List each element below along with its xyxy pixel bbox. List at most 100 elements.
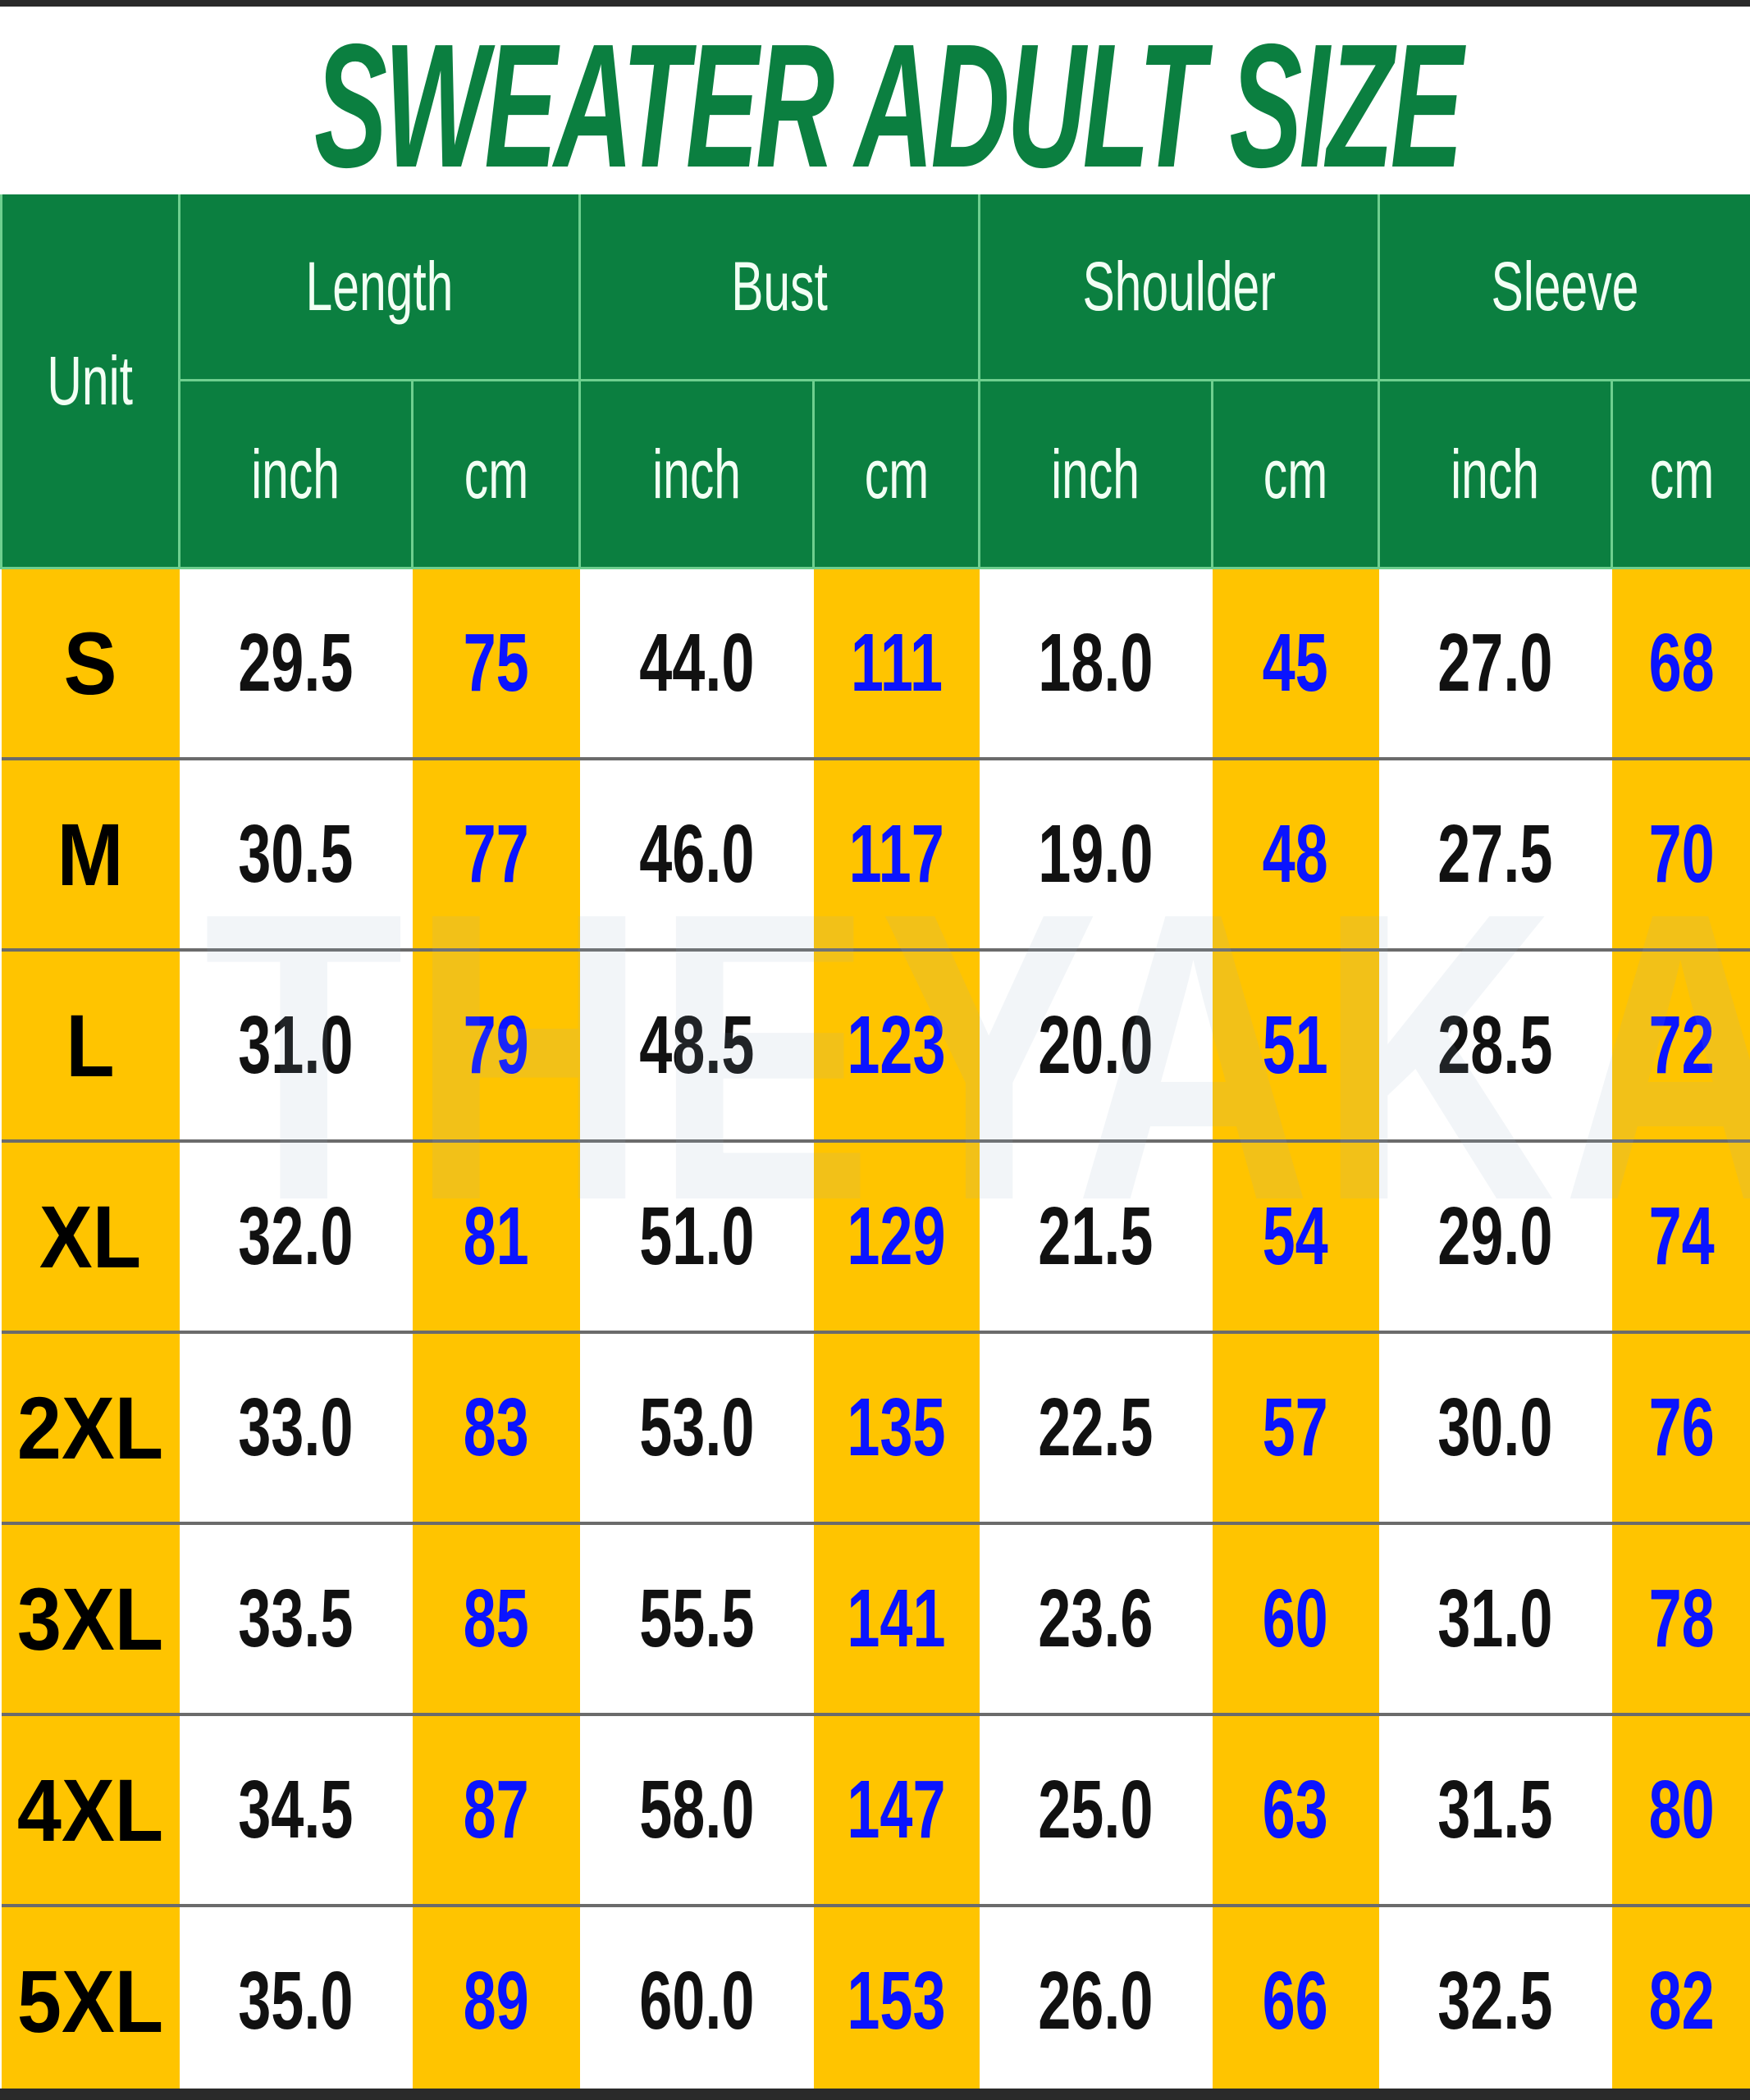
inch-value-cell: 35.0 xyxy=(179,1906,413,2098)
cm-value-cell: 147 xyxy=(813,1714,980,1907)
inch-value-cell: 30.5 xyxy=(179,759,413,952)
cm-value-cell: 48 xyxy=(1212,759,1379,952)
top-border xyxy=(0,0,1750,7)
cm-value-cell: 135 xyxy=(813,1332,980,1525)
size-cell: 4XL xyxy=(1,1714,180,1907)
table-row: 4XL 34.5 87 58.0 147 25.0 63 31.5 80 xyxy=(1,1714,1750,1907)
cm-value-cell: 57 xyxy=(1212,1332,1379,1525)
header-row-units: inch cm inch cm inch cm inch cm xyxy=(2,380,1750,569)
inch-value-cell: 26.0 xyxy=(979,1906,1213,2098)
header-shoulder: Shoulder xyxy=(978,194,1381,381)
cm-value-cell: 54 xyxy=(1212,1141,1379,1334)
header-cm: cm xyxy=(1211,380,1381,569)
cm-value-cell: 70 xyxy=(1611,759,1750,952)
cm-value-cell: 117 xyxy=(813,759,980,952)
table-row: M 30.5 77 46.0 117 19.0 48 27.5 70 xyxy=(1,759,1750,952)
inch-value-cell: 25.0 xyxy=(979,1714,1213,1907)
cm-value-cell: 80 xyxy=(1611,1714,1750,1907)
inch-value-cell: 55.5 xyxy=(579,1523,814,1716)
inch-value-cell: 60.0 xyxy=(579,1906,814,2098)
inch-value-cell: 18.0 xyxy=(979,568,1213,760)
cm-value-cell: 75 xyxy=(412,568,580,760)
inch-value-cell: 20.0 xyxy=(979,950,1213,1143)
cm-value-cell: 89 xyxy=(412,1906,580,2098)
size-cell: 2XL xyxy=(1,1332,180,1525)
header-inch: inch xyxy=(978,380,1214,569)
bottom-border xyxy=(0,2089,1750,2100)
cm-value-cell: 60 xyxy=(1212,1523,1379,1716)
inch-value-cell: 29.5 xyxy=(179,568,413,760)
table-row: 3XL 33.5 85 55.5 141 23.6 60 31.0 78 xyxy=(1,1523,1750,1716)
cm-value-cell: 76 xyxy=(1611,1332,1750,1525)
cm-value-cell: 79 xyxy=(412,950,580,1143)
table-row: L 31.0 79 48.5 123 20.0 51 28.5 72 xyxy=(1,950,1750,1143)
inch-value-cell: 58.0 xyxy=(579,1714,814,1907)
cm-value-cell: 74 xyxy=(1611,1141,1750,1334)
cm-value-cell: 129 xyxy=(813,1141,980,1334)
cm-value-cell: 51 xyxy=(1212,950,1379,1143)
header-row-groups: Unit Length Bust Shoulder Sleeve xyxy=(0,194,1750,569)
size-cell: 5XL xyxy=(1,1906,180,2098)
cm-value-cell: 72 xyxy=(1611,950,1750,1143)
cm-value-cell: 153 xyxy=(813,1906,980,2098)
size-cell: M xyxy=(1,759,180,952)
inch-value-cell: 53.0 xyxy=(579,1332,814,1525)
header-inch: inch xyxy=(578,380,816,569)
cm-value-cell: 141 xyxy=(813,1523,980,1716)
inch-value-cell: 31.0 xyxy=(179,950,413,1143)
inch-value-cell: 19.0 xyxy=(979,759,1213,952)
chart-title: SWEATER ADULT SIZE xyxy=(0,0,1750,204)
inch-value-cell: 21.5 xyxy=(979,1141,1213,1334)
cm-value-cell: 78 xyxy=(1611,1523,1750,1716)
header-cm: cm xyxy=(410,380,582,569)
header-cm: cm xyxy=(812,380,981,569)
inch-value-cell: 30.0 xyxy=(1378,1332,1612,1525)
cm-value-cell: 81 xyxy=(412,1141,580,1334)
size-cell: S xyxy=(1,568,180,760)
inch-value-cell: 34.5 xyxy=(179,1714,413,1907)
inch-value-cell: 27.0 xyxy=(1378,568,1612,760)
header-bust: Bust xyxy=(578,194,981,381)
inch-value-cell: 27.5 xyxy=(1378,759,1612,952)
inch-value-cell: 31.0 xyxy=(1378,1523,1612,1716)
inch-value-cell: 32.5 xyxy=(1378,1906,1612,2098)
inch-value-cell: 46.0 xyxy=(579,759,814,952)
inch-value-cell: 48.5 xyxy=(579,950,814,1143)
inch-value-cell: 32.0 xyxy=(179,1141,413,1334)
inch-value-cell: 51.0 xyxy=(579,1141,814,1334)
size-cell: L xyxy=(1,950,180,1143)
cm-value-cell: 45 xyxy=(1212,568,1379,760)
cm-value-cell: 85 xyxy=(412,1523,580,1716)
inch-value-cell: 23.6 xyxy=(979,1523,1213,1716)
cm-value-cell: 63 xyxy=(1212,1714,1379,1907)
cm-value-cell: 111 xyxy=(813,568,980,760)
header-sleeve: Sleeve xyxy=(1378,194,1750,381)
table-row: 2XL 33.0 83 53.0 135 22.5 57 30.0 76 xyxy=(1,1332,1750,1525)
inch-value-cell: 44.0 xyxy=(579,568,814,760)
inch-value-cell: 31.5 xyxy=(1378,1714,1612,1907)
table-row: XL 32.0 81 51.0 129 21.5 54 29.0 74 xyxy=(1,1141,1750,1334)
header-inch: inch xyxy=(1378,380,1614,569)
cm-value-cell: 123 xyxy=(813,950,980,1143)
size-table-body: S 29.5 75 44.0 111 18.0 45 27.0 68 M 30.5 77 46.0 117… xyxy=(1,568,1750,2098)
inch-value-cell: 28.5 xyxy=(1378,950,1612,1143)
inch-value-cell: 33.5 xyxy=(179,1523,413,1716)
header-inch: inch xyxy=(178,380,414,569)
inch-value-cell: 29.0 xyxy=(1378,1141,1612,1334)
cm-value-cell: 68 xyxy=(1611,568,1750,760)
size-cell: 3XL xyxy=(1,1523,180,1716)
cm-value-cell: 77 xyxy=(412,759,580,952)
inch-value-cell: 33.0 xyxy=(179,1332,413,1525)
header-unit: Unit xyxy=(0,194,180,569)
cm-value-cell: 82 xyxy=(1611,1906,1750,2098)
header-length: Length xyxy=(177,194,582,381)
table-row: S 29.5 75 44.0 111 18.0 45 27.0 68 xyxy=(1,568,1750,760)
size-table: Unit Length Bust Shoulder Sleeve inch cm i… xyxy=(0,194,1750,2098)
cm-value-cell: 66 xyxy=(1212,1906,1379,2098)
inch-value-cell: 22.5 xyxy=(979,1332,1213,1525)
header-cm: cm xyxy=(1611,380,1750,569)
cm-value-cell: 87 xyxy=(412,1714,580,1907)
title-text: SWEATER ADULT SIZE xyxy=(314,6,1464,204)
cm-value-cell: 83 xyxy=(412,1332,580,1525)
table-row: 5XL 35.0 89 60.0 153 26.0 66 32.5 82 xyxy=(1,1906,1750,2098)
